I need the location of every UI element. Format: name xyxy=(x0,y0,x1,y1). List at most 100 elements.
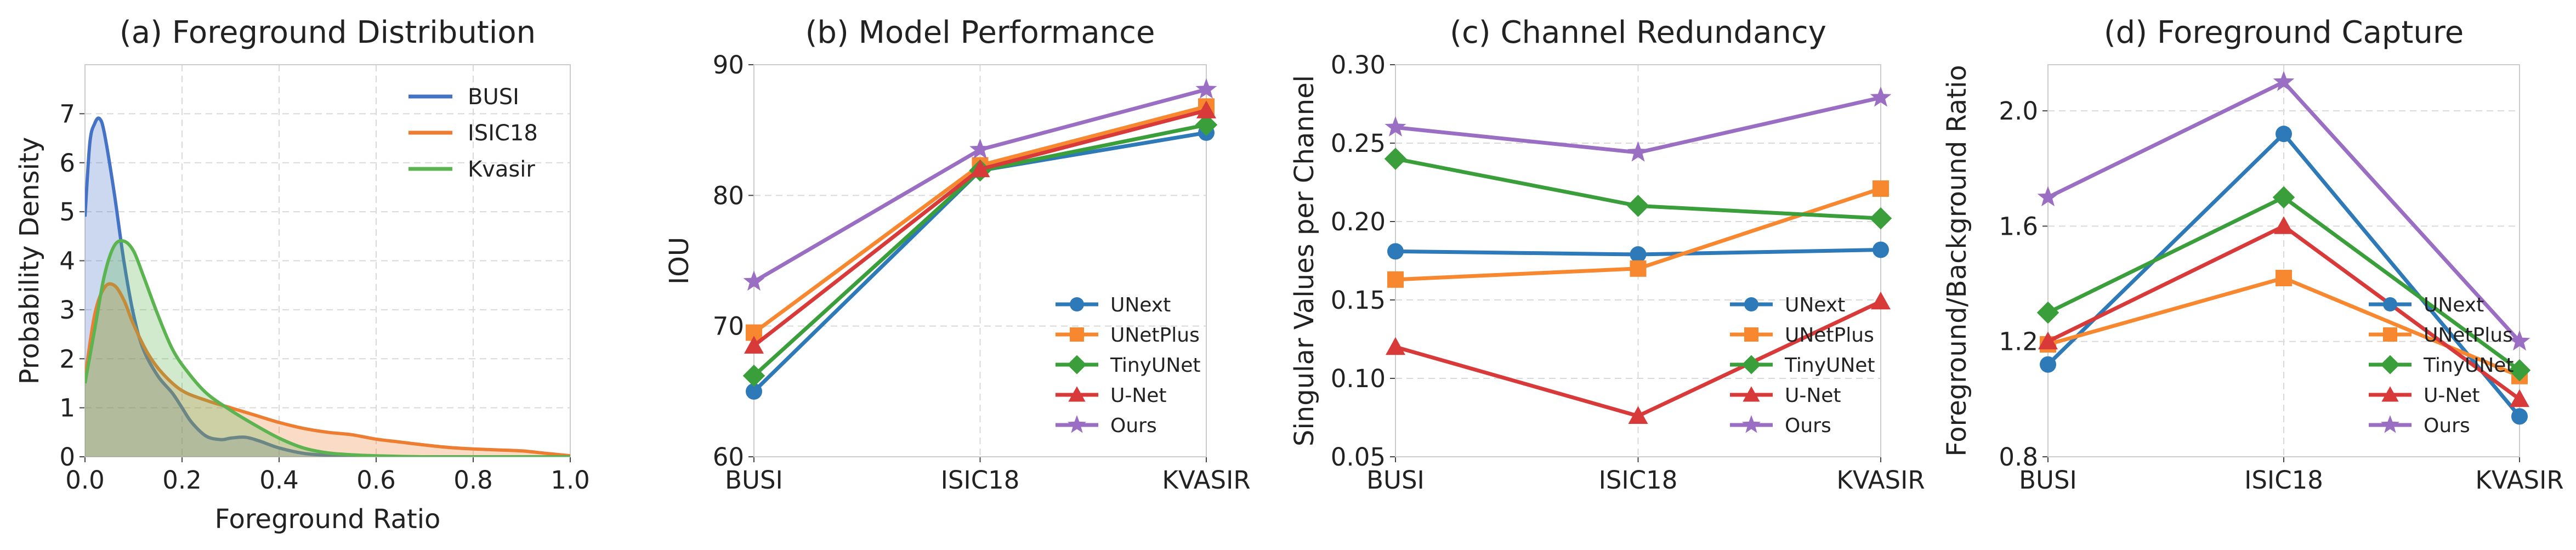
plot-frame xyxy=(753,64,1207,457)
xtick-label: BUSI xyxy=(725,466,783,495)
point-unext-busi xyxy=(2040,356,2056,373)
point-unext-kvasir xyxy=(1873,241,1889,258)
point-tinyunet-isic18 xyxy=(1627,195,1649,217)
legend-marker-unext xyxy=(1744,297,1758,311)
ytick-label: 0.30 xyxy=(1331,50,1386,80)
ytick-label: 0 xyxy=(59,443,75,472)
point-unext-isic18 xyxy=(2276,126,2292,143)
point-u-net-busi xyxy=(1386,337,1405,355)
y-axis-label: Singular Values per Channel xyxy=(1289,75,1320,446)
chart-title: (d) Foreground Capture xyxy=(2104,15,2464,50)
legend-label-busi: BUSI xyxy=(468,84,519,110)
panel-a: 0 1 2 3 4 5 6 7 0.0 0.2 0.4 0.6 0.8 1.0 (a) Foreground… xyxy=(14,15,590,535)
ytick-label: 60 xyxy=(713,443,744,472)
panel-d: 0.8 1.2 1.6 2.0 BUSI ISIC18 KVASIR (d) Foregrou… xyxy=(1942,15,2564,495)
legend-label-unetplus: UNetPlus xyxy=(2424,324,2513,347)
xtick-label: KVASIR xyxy=(1162,466,1250,495)
legend-marker-u-net xyxy=(1068,386,1086,402)
legend-marker-unetplus xyxy=(1070,327,1084,342)
point-tinyunet-kvasir xyxy=(2508,359,2531,382)
point-ours-isic18 xyxy=(1627,141,1649,162)
legend-label-ours: Ours xyxy=(1785,415,1831,437)
density-area-isic18 xyxy=(85,283,570,457)
point-ours-isic18 xyxy=(2273,71,2295,91)
point-unext-busi xyxy=(1387,243,1404,260)
ytick-label: 7 xyxy=(59,99,75,128)
xtick-label: 0.0 xyxy=(65,466,105,495)
point-u-net-kvasir xyxy=(1871,291,1891,310)
legend-marker-tinyunet xyxy=(1741,355,1761,375)
legend-label-ours: Ours xyxy=(2424,415,2470,437)
density-line-kvasir xyxy=(85,239,570,457)
ytick-label: 3 xyxy=(59,296,75,325)
chart-title: (a) Foreground Distribution xyxy=(120,15,536,50)
legend-label-tinyunet: TinyUNet xyxy=(2423,354,2514,377)
ytick-label: 5 xyxy=(59,197,75,226)
ytick-label: 2 xyxy=(59,344,75,373)
point-ours-kvasir xyxy=(2509,330,2530,351)
legend-marker-ours xyxy=(1741,415,1761,433)
xtick-label: 0.8 xyxy=(453,466,493,495)
point-unetplus-isic18 xyxy=(1630,260,1647,277)
ytick-label: 0.25 xyxy=(1331,129,1386,158)
density-line-busi xyxy=(85,116,570,457)
point-ours-isic18 xyxy=(969,138,991,159)
point-unetplus-isic18 xyxy=(2276,270,2292,287)
ytick-label: 70 xyxy=(713,312,744,341)
point-tinyunet-busi xyxy=(742,364,765,387)
point-unext-isic18 xyxy=(1630,246,1647,263)
ytick-label: 90 xyxy=(713,50,744,80)
xtick-label: BUSI xyxy=(2019,466,2077,495)
xtick-label: KVASIR xyxy=(1836,466,1925,495)
xtick-label: BUSI xyxy=(1366,466,1425,495)
legend-label-ours: Ours xyxy=(1110,415,1157,437)
legend-label-unext: UNext xyxy=(2424,294,2484,316)
ytick-label: 0.8 xyxy=(1999,443,2038,472)
density-line-isic18 xyxy=(85,282,570,457)
legend-label-unext: UNext xyxy=(1785,294,1845,316)
ytick-label: 0.20 xyxy=(1331,207,1386,236)
legend-label-kvasir: Kvasir xyxy=(468,157,535,182)
ytick-label: 0.05 xyxy=(1331,443,1386,472)
point-u-net-busi xyxy=(744,336,764,354)
density-area-busi xyxy=(85,118,570,457)
legend-label-unetplus: UNetPlus xyxy=(1110,324,1200,347)
x-axis-label: Foreground Ratio xyxy=(215,504,441,535)
y-axis-label: Foreground/Background Ratio xyxy=(1942,65,1972,456)
legend-label-unext: UNext xyxy=(1110,294,1171,316)
point-ours-kvasir xyxy=(1195,78,1217,99)
point-tinyunet-busi xyxy=(2036,301,2059,324)
point-u-net-isic18 xyxy=(1628,406,1648,424)
ytick-label: 1.2 xyxy=(1999,327,2038,356)
legend-label-u-net: U-Net xyxy=(1785,384,1841,407)
legend-marker-unetplus xyxy=(1744,327,1758,342)
ytick-label: 1 xyxy=(59,394,75,423)
ytick-label: 6 xyxy=(59,149,75,178)
xtick-label: 0.2 xyxy=(162,466,202,495)
point-u-net-isic18 xyxy=(970,159,990,178)
ytick-label: 2.0 xyxy=(1999,97,2038,126)
ytick-label: 0.10 xyxy=(1331,364,1386,393)
legend-marker-unext xyxy=(1070,297,1084,311)
point-ours-kvasir xyxy=(1870,86,1892,107)
point-unetplus-kvasir xyxy=(1873,180,1889,197)
xtick-label: 0.6 xyxy=(356,466,396,495)
legend-label-u-net: U-Net xyxy=(1110,384,1167,407)
legend-marker-u-net xyxy=(1743,386,1760,402)
ytick-label: 4 xyxy=(59,247,75,276)
legend-marker-ours xyxy=(1067,415,1087,433)
xtick-label: ISIC18 xyxy=(941,466,1020,495)
ytick-label: 1.6 xyxy=(1999,212,2038,241)
density-layer xyxy=(85,116,570,457)
xtick-label: 0.4 xyxy=(259,466,299,495)
legend-label-tinyunet: TinyUNet xyxy=(1110,354,1201,377)
ytick-label: 0.15 xyxy=(1331,286,1386,315)
legend-marker-unext xyxy=(2383,297,2397,311)
point-u-net-busi xyxy=(2038,331,2058,350)
density-area-kvasir xyxy=(85,241,570,457)
point-tinyunet-isic18 xyxy=(2272,186,2295,209)
y-axis-label: Probability Density xyxy=(14,137,45,384)
legend-label-unetplus: UNetPlus xyxy=(1785,324,1874,347)
panel-c: 0.05 0.10 0.15 0.20 0.25 0.30 BUSI ISIC18 KVASIR… xyxy=(1289,15,1925,495)
